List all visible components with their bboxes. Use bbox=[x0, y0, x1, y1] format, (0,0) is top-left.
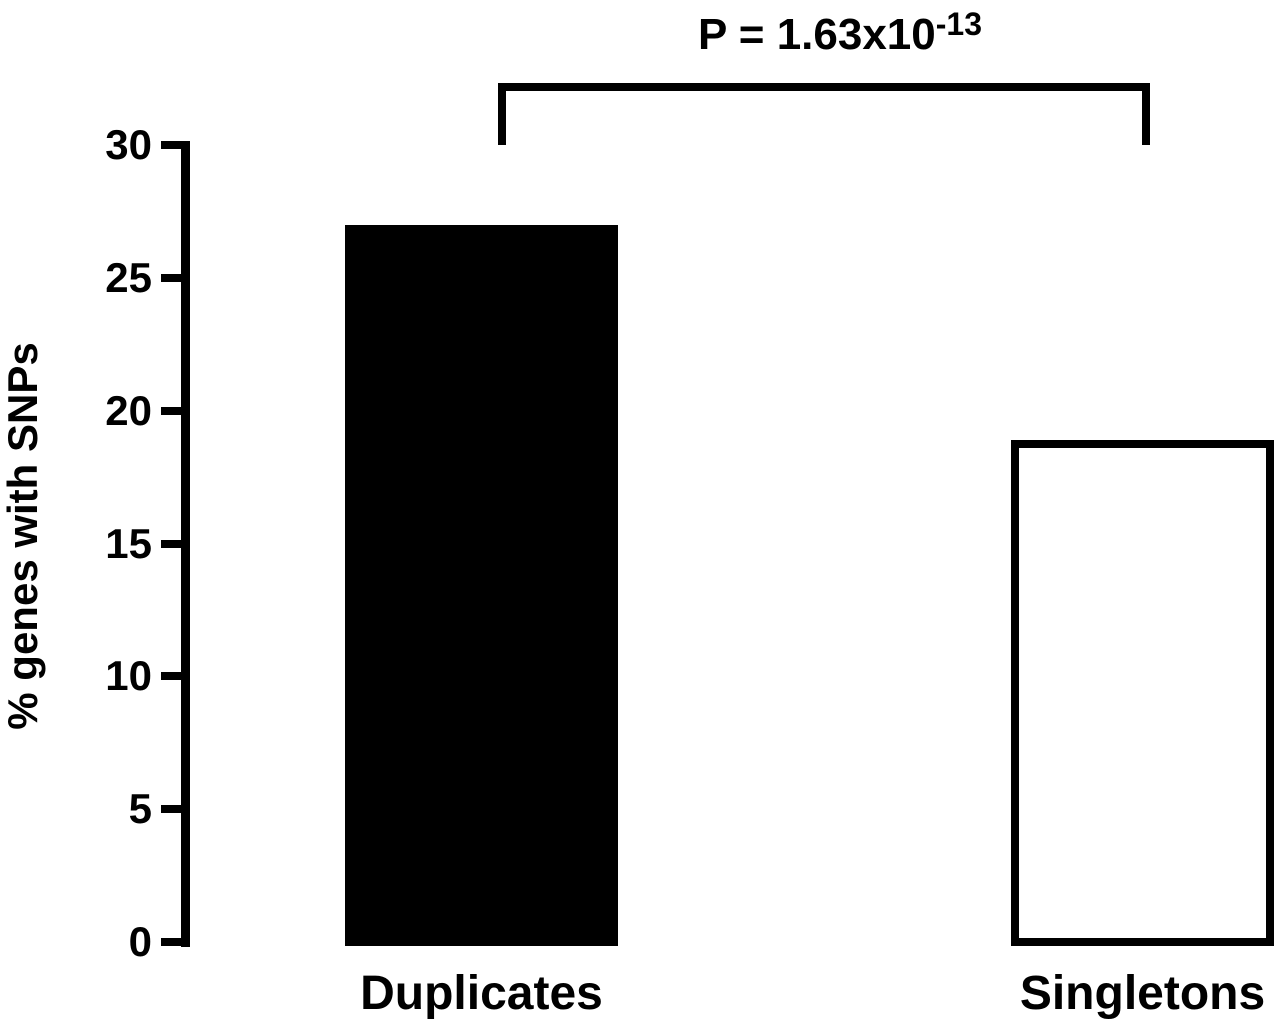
y-tick-label: 15 bbox=[105, 519, 152, 567]
p-value-exponent: -13 bbox=[935, 6, 982, 42]
x-label-singletons: Singletons bbox=[1019, 967, 1266, 1020]
y-tick-label: 5 bbox=[128, 785, 152, 833]
y-axis-line bbox=[181, 141, 190, 947]
y-tick-mark bbox=[161, 539, 181, 548]
y-tick-mark bbox=[161, 938, 181, 946]
significance-bracket bbox=[498, 83, 1150, 145]
y-tick-label: 20 bbox=[105, 386, 152, 434]
y-tick-mark bbox=[161, 672, 181, 681]
x-label-duplicates: Duplicates bbox=[360, 967, 603, 1020]
y-tick-label: 10 bbox=[105, 652, 152, 700]
y-tick-mark bbox=[161, 273, 181, 282]
y-tick-mark bbox=[161, 406, 181, 415]
y-tick-label: 30 bbox=[105, 121, 152, 168]
y-tick-mark bbox=[161, 805, 181, 814]
y-tick-label: 25 bbox=[105, 253, 152, 301]
p-value-annotation: P = 1.63x10-13 bbox=[520, 6, 1160, 60]
y-tick-label: 0 bbox=[128, 918, 152, 965]
p-value-text: P = 1.63x10 bbox=[698, 10, 936, 59]
y-tick-mark bbox=[161, 141, 181, 149]
bar-singletons bbox=[1011, 439, 1274, 946]
bar-duplicates bbox=[345, 224, 618, 946]
